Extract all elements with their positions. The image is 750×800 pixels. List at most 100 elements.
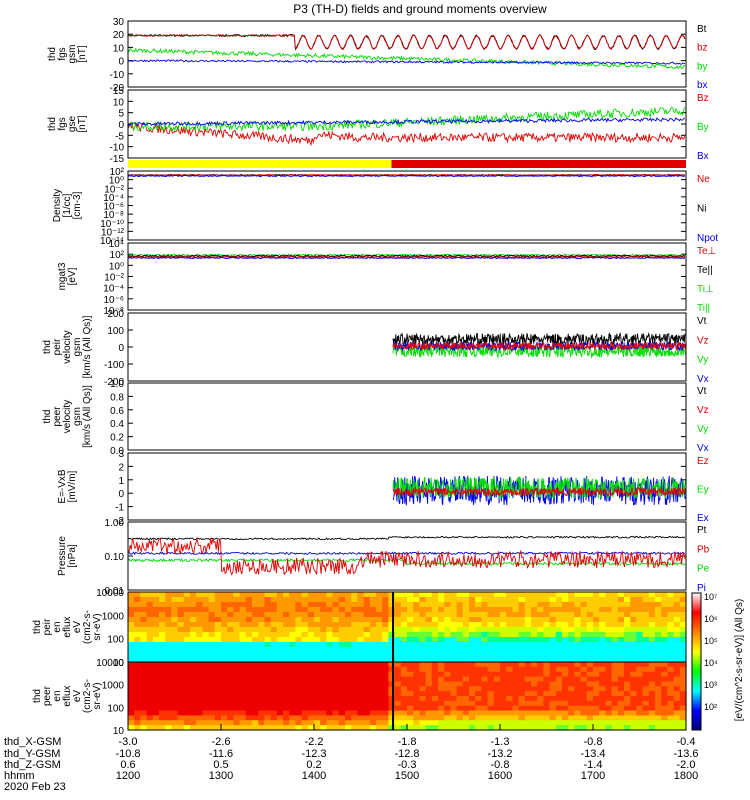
peir-spec-cell — [245, 627, 253, 633]
peir-spec-cell — [636, 652, 644, 658]
peir-spec-cell — [165, 637, 172, 643]
peer-spec-cell — [624, 671, 631, 678]
peir-spec-cell — [134, 597, 141, 603]
peir-spec-cell — [475, 597, 482, 603]
peir-spec-cell — [462, 607, 470, 613]
peer-spec-cell — [636, 725, 644, 731]
peir-spec-cell — [456, 652, 464, 658]
peer-spec-cell — [450, 700, 458, 707]
peer-spec-cell — [462, 720, 470, 726]
peer-spec-cell — [227, 662, 234, 668]
peer-spec-cell — [208, 681, 216, 687]
peer-spec-cell — [196, 691, 203, 697]
peir-spec-cell — [289, 597, 296, 603]
peir-spec-cell — [363, 597, 371, 603]
peir-spec-cell — [338, 597, 346, 603]
peer-spec-cell — [202, 691, 210, 697]
peer-spec-cell — [481, 696, 489, 702]
peir-spec-cell — [518, 607, 526, 613]
peer-spec-cell — [400, 676, 408, 683]
peir-spec-cell — [518, 642, 526, 648]
peir-spec-cell — [661, 647, 668, 653]
peer-spec-cell — [345, 666, 352, 673]
peer-spec-cell — [307, 715, 315, 721]
peer-spec-cell — [239, 662, 247, 668]
peir-spec-cell — [276, 637, 284, 643]
peir-spec-cell — [239, 612, 247, 618]
peer-spec-cell — [283, 696, 290, 702]
peer-spec-cell — [599, 662, 606, 668]
peer-spec-cell — [338, 710, 346, 717]
peir-spec-cell — [140, 627, 148, 633]
peir-spec-cell — [624, 602, 631, 608]
peer-spec-cell — [140, 696, 148, 702]
peer-spec-cell — [400, 700, 408, 707]
peer-spec-cell — [314, 671, 321, 678]
peir-spec-cell — [642, 657, 650, 663]
peer-spec-cell — [593, 705, 600, 712]
peer-spec-cell — [580, 715, 588, 721]
peer-spec-cell — [376, 696, 383, 702]
peer-spec-cell — [667, 666, 675, 673]
peir-spec-cell — [376, 592, 383, 598]
peer-spec-cell — [270, 676, 278, 683]
peer-spec-cell — [543, 720, 551, 726]
peir-spec-cell — [258, 642, 265, 648]
peer-spec-cell — [518, 676, 526, 683]
peer-spec-cell — [506, 676, 513, 683]
peir-spec-cell — [630, 652, 637, 658]
peer-spec-cell — [524, 671, 532, 678]
peer-spec-cell — [351, 681, 358, 687]
peer-spec-cell — [307, 666, 315, 673]
peir-spec-cell — [481, 637, 489, 643]
peer-spec-cell — [655, 671, 662, 678]
peir-spec-cell — [481, 617, 489, 623]
peir-spec-cell — [239, 637, 247, 643]
peir-spec-cell — [568, 652, 575, 658]
peer-spec-cell — [239, 686, 247, 692]
peir-spec-cell — [537, 607, 544, 613]
peir-spec-cell — [357, 622, 365, 628]
peir-spec-cell — [369, 652, 377, 658]
peir-spec-cell — [233, 637, 241, 643]
peir-spec-cell — [264, 627, 272, 633]
peir-spec-cell — [481, 597, 489, 603]
peir-spec-cell — [134, 592, 141, 598]
peer-spec-cell — [407, 705, 414, 712]
peer-spec-cell — [276, 720, 284, 726]
peir-spec-cell — [648, 657, 656, 663]
peir-spec-cell — [605, 607, 613, 613]
peer-spec-cell — [283, 671, 290, 678]
peir-spec-cell — [568, 612, 575, 618]
peer-spec-cell — [165, 686, 172, 692]
peer-spec-cell — [574, 681, 582, 687]
peir-spec-cell — [214, 642, 222, 648]
peir-spec-cell — [202, 642, 210, 648]
peir-spec-cell — [394, 592, 402, 598]
peir-spec-cell — [400, 622, 408, 628]
peer-spec-cell — [233, 725, 241, 731]
peir-spec-cell — [252, 592, 259, 598]
peer-spec-cell — [462, 686, 470, 692]
peer-spec-cell — [438, 676, 445, 683]
peir-spec-cell — [332, 652, 340, 658]
peer-spec-cell — [524, 705, 532, 712]
peer-spec-cell — [673, 715, 681, 721]
peir-spec-cell — [388, 597, 396, 603]
peer-spec-cell — [549, 671, 557, 678]
peer-spec-cell — [549, 705, 557, 712]
peir-spec-cell — [555, 652, 563, 658]
peir-spec-cell — [500, 647, 507, 653]
peir-spec-cell — [146, 637, 154, 643]
peir-spec-cell — [394, 612, 402, 618]
peir-spec-cell — [264, 652, 272, 658]
peer-spec-cell — [431, 666, 439, 673]
peer-spec-cell — [239, 671, 247, 678]
peir-spec-cell — [289, 632, 296, 638]
peir-spec-cell — [146, 657, 154, 663]
peir-spec-cell — [314, 657, 321, 663]
peer-spec-cell — [227, 686, 234, 692]
peir-spec-cell — [146, 607, 154, 613]
peir-spec-cell — [376, 602, 383, 608]
peer-spec-cell — [543, 666, 551, 673]
